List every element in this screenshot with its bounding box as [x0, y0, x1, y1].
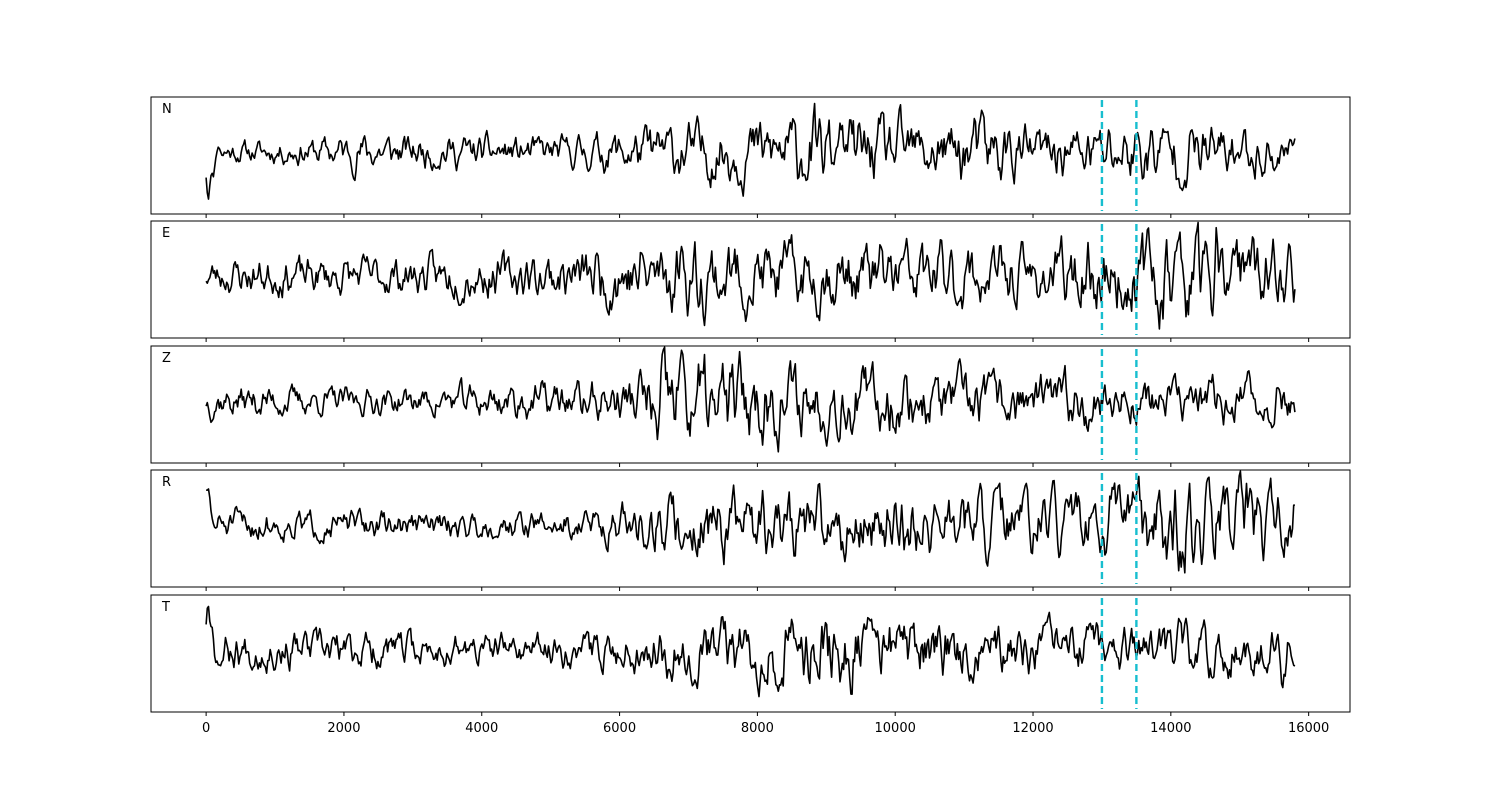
channel-panel-t: T	[150, 594, 1351, 716]
waveform-trace	[205, 346, 1296, 453]
channel-label: E	[162, 226, 170, 241]
channel-panel-z: Z	[150, 345, 1351, 467]
panel-frame	[150, 96, 1351, 215]
panel-frame	[150, 594, 1351, 713]
waveform-trace	[205, 470, 1296, 574]
waveform-trace	[205, 102, 1296, 200]
channel-label: R	[162, 475, 171, 490]
x-tick-label: 8000	[741, 721, 774, 736]
panel-frame	[150, 469, 1351, 588]
channel-panel-r: R	[150, 469, 1351, 591]
waveform-trace	[205, 221, 1296, 330]
x-tick-label: 12000	[1012, 721, 1053, 736]
channel-label: Z	[162, 351, 171, 366]
x-tick-label: 6000	[603, 721, 636, 736]
x-tick-label: 16000	[1288, 721, 1329, 736]
x-axis: 0 2000 4000 6000 8000 10000 12000 14000 16000	[202, 721, 1329, 736]
panel-frame	[150, 220, 1351, 339]
channel-label: T	[161, 600, 170, 615]
channel-panels: N E Z R T	[150, 96, 1351, 716]
x-tick-label: 0	[202, 721, 210, 736]
channel-label: N	[162, 102, 172, 117]
channel-panel-e: E	[150, 220, 1351, 342]
x-tick-label: 4000	[465, 721, 498, 736]
x-tick-label: 14000	[1150, 721, 1191, 736]
panel-frame	[150, 345, 1351, 464]
waveform-trace	[205, 605, 1296, 698]
x-tick-label: 10000	[875, 721, 916, 736]
x-tick-label: 2000	[327, 721, 360, 736]
channel-panel-n: N	[150, 96, 1351, 218]
